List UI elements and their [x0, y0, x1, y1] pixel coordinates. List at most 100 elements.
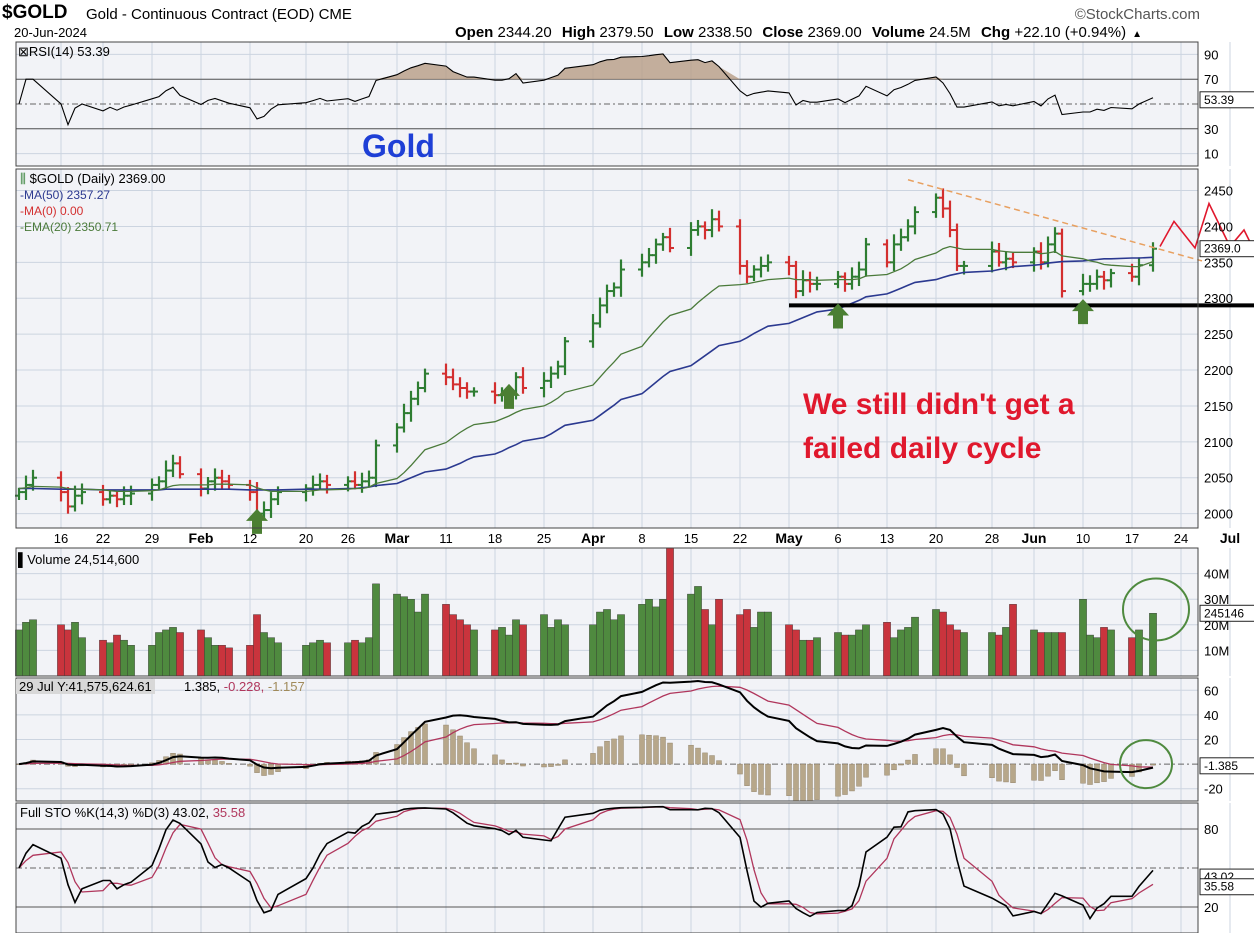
volume-bar	[127, 645, 135, 677]
volume-bar	[71, 622, 79, 677]
macd-hist-bar	[611, 738, 617, 765]
macd-hist-bar	[422, 723, 428, 765]
date-label: 20-Jun-2024	[14, 25, 87, 40]
volume-bar	[372, 583, 380, 677]
rsi-title-text: RSI(14) 53.39	[28, 44, 110, 59]
x-tick-label: 28	[985, 531, 999, 546]
x-tick-label: 11	[439, 531, 453, 546]
volume-bar	[512, 619, 520, 677]
macd-hist-bar	[590, 753, 596, 765]
x-tick-label: 20	[299, 531, 313, 546]
bars-icon: ⫼	[20, 171, 26, 186]
macd-hist-bar	[898, 763, 904, 766]
x-tick-label: 20	[929, 531, 943, 546]
up-arrow-icon	[498, 383, 520, 409]
annotation-drawings	[246, 179, 1254, 790]
volume-bar	[603, 609, 611, 677]
rsi-last-box: 53.39	[1199, 91, 1254, 109]
macd-hist-bar	[660, 736, 666, 765]
volume-bar	[554, 619, 562, 677]
x-tick-label: Jul	[1220, 530, 1240, 546]
x-tick-label: 25	[537, 531, 551, 546]
volume-bar	[960, 632, 968, 677]
macd-hist-bar	[1003, 763, 1009, 783]
volume-bar	[904, 627, 912, 677]
volume-bar	[421, 593, 429, 677]
volume-bar	[883, 622, 891, 677]
price-y-tick-label: 2350	[1204, 255, 1233, 270]
rsi-series	[18, 53, 1154, 127]
resistance-trendline	[907, 179, 1203, 262]
macd-hist-bar	[1136, 763, 1142, 773]
sto-y-tick-label: 80	[1204, 822, 1218, 837]
macd-hist-bar	[695, 747, 701, 765]
volume-value: 24.5M	[929, 24, 971, 41]
volume-title-text: Volume 24,514,600	[27, 552, 140, 567]
price-bars	[15, 188, 1157, 521]
volume-bar	[666, 547, 674, 677]
macd-v3: -1.157	[267, 679, 305, 694]
macd-hist-bar	[814, 763, 820, 800]
macd-hist-bar	[751, 763, 757, 792]
macd-hist-bar	[261, 763, 267, 776]
macd-hist-bar	[884, 763, 890, 776]
macd-hist-bar	[891, 763, 897, 771]
x-tick-label: 15	[684, 531, 698, 546]
macd-hist-bar	[912, 754, 918, 765]
volume-bar	[449, 614, 457, 677]
ohlc-readout: Open 2344.20 High 2379.50 Low 2338.50 Cl…	[455, 24, 1148, 41]
volume-bar	[1128, 637, 1136, 677]
volume-icon: ▌	[18, 552, 28, 567]
price-bar	[1107, 268, 1115, 288]
price-bar	[372, 439, 380, 488]
volume-bar	[750, 627, 758, 677]
high-label: High	[561, 24, 596, 41]
macd-hist-bar	[1045, 763, 1051, 777]
price-bar	[561, 337, 569, 376]
gold-annotation: Gold	[362, 128, 435, 164]
rsi-y-tick-label: 70	[1204, 72, 1218, 87]
macd-hist-bar	[835, 763, 841, 797]
macd-last-box-text: -1.385	[1204, 759, 1238, 773]
macd-hist-bar	[408, 731, 414, 765]
volume-bar	[946, 624, 954, 677]
volume-bar	[988, 632, 996, 677]
macd-hist-bar	[443, 724, 449, 765]
chg-label: Chg	[980, 24, 1011, 41]
volume-bar	[120, 639, 128, 677]
volume-bar	[890, 637, 898, 677]
price-bar	[1058, 228, 1066, 298]
volume-bars	[15, 547, 1157, 677]
price-y-tick-label: 2450	[1204, 184, 1233, 199]
up-arrow-icon	[1072, 299, 1094, 325]
macd-hist-bar	[247, 763, 253, 767]
volume-bar	[561, 624, 569, 677]
macd-hist-bar	[401, 737, 407, 765]
macd-hist-bar	[863, 763, 869, 778]
macd-hist-bar	[562, 759, 568, 765]
volume-bar	[995, 634, 1003, 677]
volume-bar	[155, 632, 163, 677]
ma0-legend: -MA(0) 0.00	[20, 204, 83, 218]
volume-bar	[225, 647, 233, 677]
volume-bar	[29, 619, 37, 677]
volume-bar	[589, 624, 597, 677]
volume-last-box: 245146	[1199, 604, 1254, 622]
volume-bar	[1030, 629, 1038, 677]
ma50-legend: -MA(50) 2357.27	[20, 188, 110, 202]
ma0-swatch: -	[20, 204, 24, 218]
x-tick-label: 24	[1174, 531, 1188, 546]
volume-bar	[197, 629, 205, 677]
macd-hist-bar	[541, 763, 547, 768]
volume-bar	[652, 606, 660, 677]
macd-hist-bar	[1031, 763, 1037, 781]
macd-hist-bar	[1101, 763, 1107, 782]
cycle-annotation: We still didn't get a failed daily cycle	[803, 383, 1223, 471]
close-value: 2369.00	[807, 24, 862, 41]
macd-hist-bar	[457, 735, 463, 765]
sto-last-box-d: 35.58	[1199, 878, 1254, 896]
macd-last-box: -1.385	[1199, 757, 1254, 775]
volume-bar	[309, 642, 317, 677]
macd-hist-bar	[219, 761, 225, 765]
rsi-y-tick-label: 90	[1204, 47, 1218, 62]
